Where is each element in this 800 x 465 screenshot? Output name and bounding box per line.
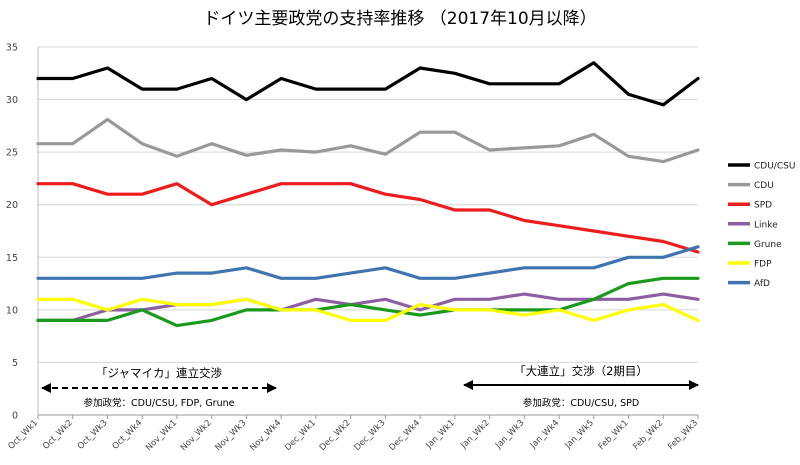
x-tick-label: Feb_Wk1	[597, 418, 631, 452]
x-tick-label: Nov_Wk4	[248, 418, 283, 453]
series-line-spd	[36, 182, 700, 254]
x-tick-label: Dec_Wk2	[318, 418, 353, 453]
legend-label: SPD	[754, 201, 772, 211]
series-line-grune	[36, 276, 700, 328]
y-axis: 0 5 10 15 20 25 30 35	[6, 43, 18, 422]
chart-title: ドイツ主要政党の支持率推移 （2017年10月以降）	[203, 9, 596, 29]
y-tick-label: 0	[12, 411, 18, 422]
annotation-sublabel: 参加政党：CDU/CSU, SPD	[523, 397, 639, 409]
series-lines	[36, 61, 700, 328]
y-tick-label: 25	[6, 148, 18, 159]
x-tick-label: Oct_Wk3	[76, 418, 110, 452]
x-tick-label: Dec_Wk4	[387, 418, 422, 453]
x-tick-label: Feb_Wk3	[666, 418, 700, 452]
x-tick-label: Oct_Wk1	[6, 418, 40, 452]
x-tick-label: Oct_Wk2	[41, 418, 75, 452]
x-tick-label: Jan_Wk5	[563, 418, 596, 451]
x-axis: Oct_Wk1 Oct_Wk2 Oct_Wk3 Oct_Wk4 Nov_Wk1 Nov_W…	[6, 415, 700, 453]
annotation-sublabel: 参加政党：CDU/CSU, FDP, Grune	[84, 397, 235, 409]
annotation-label: 「大連立」交渉（2期目）	[514, 364, 648, 378]
series-line-cdu-csu	[36, 61, 700, 107]
annotation-label: 「ジャマイカ」連立交渉	[96, 366, 222, 380]
x-tick-label: Jan_Wk3	[493, 418, 526, 451]
x-tick-label: Jan_Wk1	[424, 418, 457, 451]
x-tick-label: Dec_Wk1	[283, 418, 318, 453]
x-tick-label: Nov_Wk2	[179, 418, 214, 453]
y-tick-label: 20	[6, 200, 18, 211]
legend-label: CDU	[754, 181, 774, 191]
legend-label: FDP	[754, 260, 772, 270]
x-tick-label: Feb_Wk2	[631, 418, 665, 452]
legend-label: AfD	[754, 279, 770, 289]
series-line-fdp	[36, 297, 700, 322]
legend-label: Grune	[754, 240, 782, 250]
x-tick-label: Oct_Wk4	[111, 418, 145, 452]
series-line-cdu	[36, 117, 700, 164]
x-tick-label: Jan_Wk4	[528, 418, 561, 451]
legend-label: CDU/CSU	[754, 162, 795, 172]
series-line-linke	[36, 292, 700, 322]
y-tick-label: 10	[6, 305, 18, 316]
x-tick-label: Jan_Wk2	[458, 418, 491, 451]
x-tick-label: Nov_Wk1	[144, 418, 179, 453]
y-tick-label: 30	[6, 95, 18, 106]
legend: CDU/CSU CDU SPD Linke Grune FDP AfD	[728, 162, 795, 289]
x-tick-label: Nov_Wk3	[213, 418, 248, 453]
legend-label: Linke	[754, 220, 778, 230]
y-tick-label: 5	[12, 358, 18, 369]
y-tick-label: 15	[6, 253, 18, 264]
series-line-afd	[36, 245, 700, 280]
x-tick-label: Dec_Wk3	[353, 418, 388, 453]
y-tick-label: 35	[6, 43, 18, 54]
